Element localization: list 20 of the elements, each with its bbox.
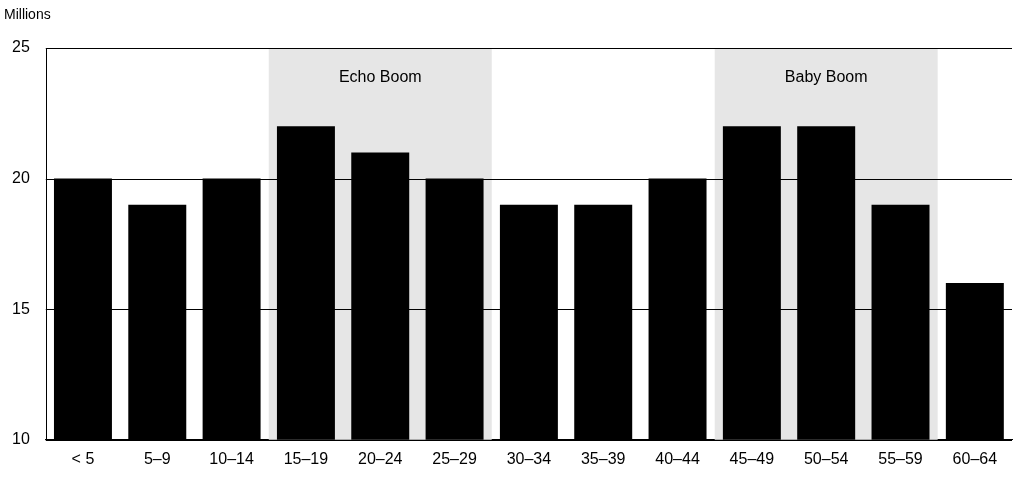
x-tick-label: 45–49 bbox=[729, 449, 775, 467]
y-axis-title: Millions bbox=[4, 5, 51, 22]
y-tick-label: 15 bbox=[12, 299, 30, 317]
y-tick-label: 10 bbox=[12, 430, 30, 448]
y-tick-label: 25 bbox=[12, 38, 30, 56]
x-tick-label: 25–29 bbox=[432, 449, 477, 467]
x-tick-label: 20–24 bbox=[358, 449, 403, 467]
band-label: Echo Boom bbox=[338, 68, 422, 86]
x-tick-label: 50–54 bbox=[803, 449, 849, 467]
x-tick-label: 35–39 bbox=[580, 449, 626, 467]
x-tick-label: 40–44 bbox=[655, 449, 700, 467]
x-tick-label: 10–14 bbox=[209, 449, 254, 467]
x-tick-label: 55–59 bbox=[878, 449, 923, 467]
x-tick-label: 60–64 bbox=[952, 449, 998, 467]
x-tick-label: 15–19 bbox=[283, 449, 329, 467]
y-tick-label: 20 bbox=[12, 169, 30, 187]
x-tick-label: 30–34 bbox=[506, 449, 552, 467]
x-tick-label: < 5 bbox=[71, 449, 95, 467]
x-tick-label: 5–9 bbox=[143, 449, 171, 467]
band-label: Baby Boom bbox=[784, 68, 868, 86]
